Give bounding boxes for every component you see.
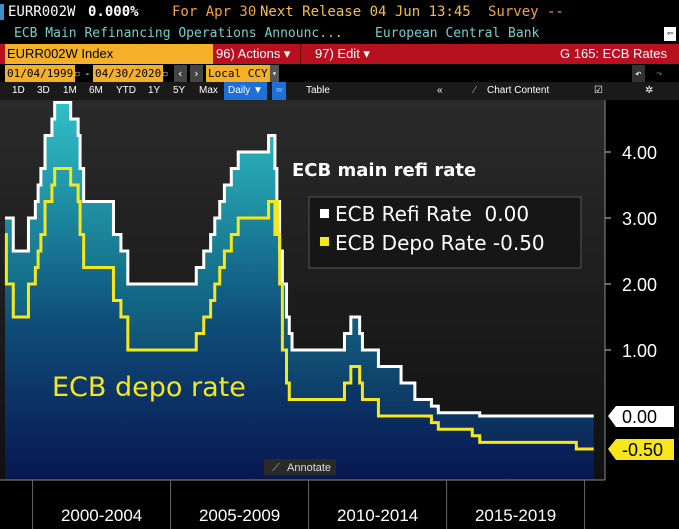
edit-menu[interactable]: 97) Edit ▾: [315, 46, 370, 61]
ticker: EURR002W: [8, 4, 76, 20]
gear-icon[interactable]: ✲: [645, 85, 654, 96]
legend: ECB Refi Rate 0.00 ECB Depo Rate -0.50: [308, 196, 582, 269]
last-value-tag: [608, 406, 674, 427]
page-title: G 165: ECB Rates: [560, 46, 667, 61]
period-ytd[interactable]: YTD: [116, 85, 136, 96]
last-value-label: -0.50: [622, 440, 663, 460]
period-5y[interactable]: 5Y: [173, 85, 186, 96]
period-1y[interactable]: 1Y: [148, 85, 161, 96]
depo-line: [4, 167, 594, 451]
currency-select[interactable]: Local CCY: [206, 65, 270, 82]
y-tick-label: 4.00: [622, 143, 657, 163]
table-button[interactable]: Table: [306, 85, 330, 96]
next-release: Next Release 04 Jun 13:45: [260, 4, 471, 20]
legend-depo: ECB Depo Rate -0.50: [335, 231, 545, 255]
svg-text:⟋: ⟋: [272, 462, 280, 474]
x-tick-label: 2000-2004: [61, 506, 142, 525]
edit-icon[interactable]: ☑: [594, 85, 603, 96]
actions-menu[interactable]: 96) Actions ▾: [216, 46, 291, 61]
divider: [300, 44, 301, 64]
refi-line: [5, 101, 594, 418]
last-value-label: 0.00: [622, 407, 657, 427]
period-1d[interactable]: 1D: [12, 85, 25, 96]
source: European Central Bank: [375, 26, 540, 41]
end-date-input[interactable]: 04/30/2020: [93, 65, 164, 82]
period-3d[interactable]: 3D: [37, 85, 50, 96]
x-tick-label: 2010-2014: [337, 506, 418, 525]
collapse-icon[interactable]: «: [437, 85, 443, 96]
rates-chart: ECB main refi rate ECB depo rate ECB Ref…: [0, 100, 679, 529]
chart-content-icon: ⁄: [474, 85, 476, 96]
legend-swatch-refi: [320, 209, 329, 218]
x-axis-band: [0, 480, 679, 529]
x-tick-label: 2005-2009: [199, 506, 280, 525]
period-max[interactable]: Max: [199, 85, 218, 96]
period-6m[interactable]: 6M: [89, 85, 103, 96]
chart-type-icon[interactable]: ≃: [272, 82, 287, 100]
depo-annotation: ECB depo rate: [52, 372, 246, 403]
legend-refi: ECB Refi Rate 0.00: [335, 202, 529, 226]
depo-area: [5, 168, 594, 480]
chevron-down-icon[interactable]: ▾: [270, 65, 279, 82]
survey: Survey --: [488, 4, 564, 20]
description: ECB Main Refinancing Operations Announc.…: [14, 26, 343, 41]
calendar-icon[interactable]: ▫: [74, 67, 81, 80]
annotate-label[interactable]: Annotate: [287, 462, 331, 474]
redo-icon[interactable]: ↷: [656, 67, 663, 80]
period-bar: 1D 3D 1M 6M YTD 1Y 5Y Max Daily ▼ ≃ Table « ⁄ C…: [0, 82, 679, 100]
legend-swatch-depo: [320, 237, 329, 246]
period-1m[interactable]: 1M: [63, 85, 77, 96]
refi-annotation: ECB main refi rate: [292, 160, 476, 181]
annotate-button[interactable]: ⟋ Annotate: [264, 459, 336, 475]
next-button[interactable]: ›: [190, 65, 203, 82]
y-tick-label: 2.00: [622, 275, 657, 295]
undo-icon[interactable]: ↶: [632, 65, 645, 82]
y-tick-label: 1.00: [622, 341, 657, 361]
calendar-icon[interactable]: ▫: [162, 67, 169, 80]
start-date-input[interactable]: 01/04/1999: [5, 65, 76, 82]
last-value: 0.000%: [88, 4, 139, 20]
for-date: For Apr 30: [172, 4, 257, 20]
pop-out-icon[interactable]: ⇦: [664, 27, 676, 41]
security-header: EURR002W 0.000% For Apr 30 Next Release …: [0, 0, 679, 24]
y-tick-label: 3.00: [622, 209, 657, 229]
header-marker: [0, 4, 4, 20]
frequency-select[interactable]: Daily ▼: [224, 82, 267, 100]
last-value-tag: [608, 439, 674, 460]
prev-button[interactable]: ‹: [174, 65, 187, 82]
security-field[interactable]: EURR002W Index: [5, 44, 213, 64]
chart-content-button[interactable]: Chart Content: [487, 85, 550, 96]
x-tick-label: 2015-2019: [475, 506, 556, 525]
